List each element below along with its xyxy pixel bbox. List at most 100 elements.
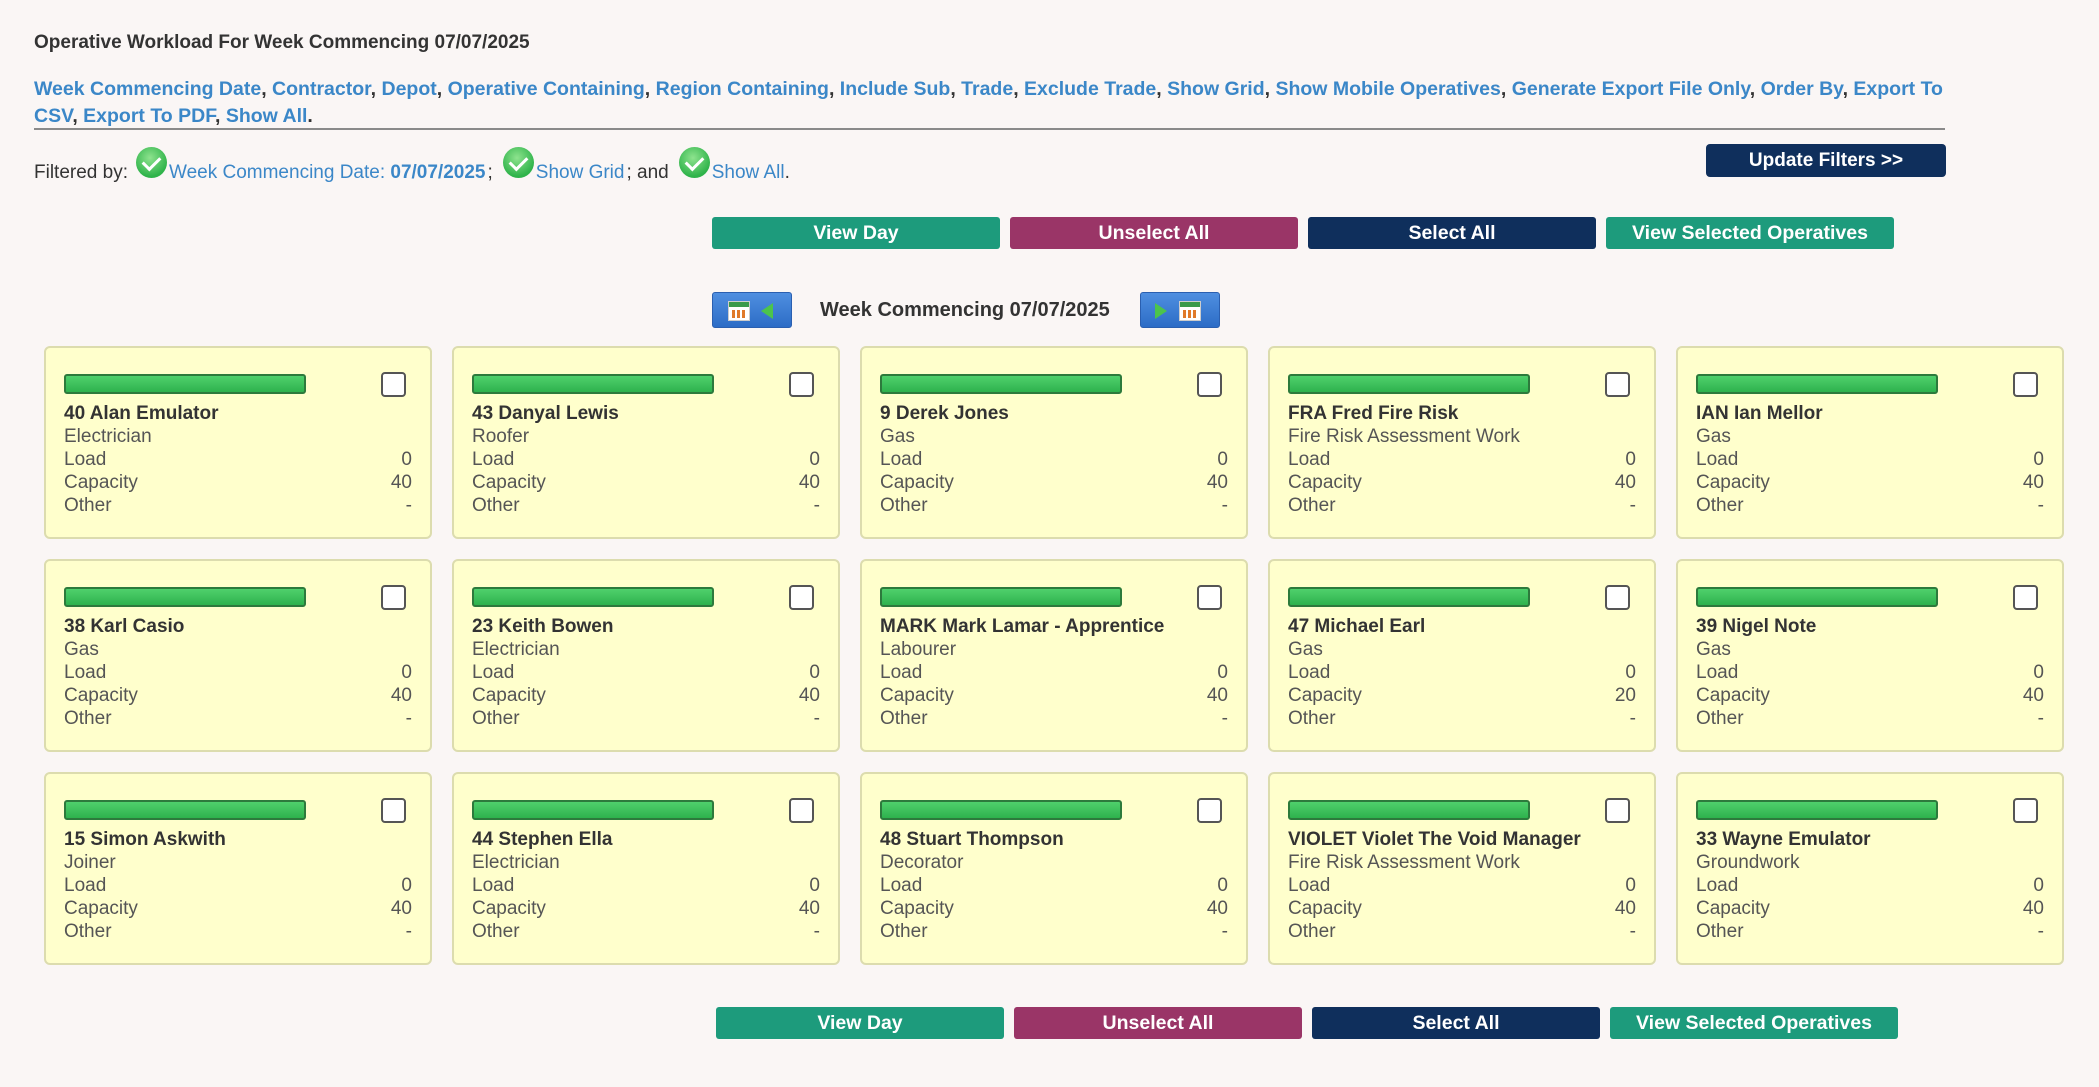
filter-link-generate-export-file-only[interactable]: Generate Export File Only	[1511, 78, 1750, 100]
capacity-value: 40	[390, 685, 412, 706]
capacity-value: 40	[2022, 898, 2044, 919]
workload-bar	[880, 374, 1122, 394]
filter-link-export-to-pdf[interactable]: Export To PDF	[83, 105, 215, 127]
other-label: Other	[64, 495, 112, 516]
filter-link-depot[interactable]: Depot	[381, 78, 437, 100]
filter-link-exclude-trade[interactable]: Exclude Trade	[1024, 78, 1157, 100]
filter-link-order-by[interactable]: Order By	[1760, 78, 1843, 100]
other-row: Other -	[880, 494, 1228, 517]
filtered-by-label: Filtered by:	[34, 162, 128, 183]
capacity-label: Capacity	[472, 685, 546, 706]
load-value: 0	[809, 875, 820, 896]
operative-card[interactable]: 43 Danyal Lewis Roofer Load 0 Capacity 40 Othe…	[452, 346, 840, 539]
view-day-button[interactable]: View Day	[712, 217, 1000, 249]
select-all-button[interactable]: Select All	[1312, 1007, 1600, 1039]
view-selected-operatives-button[interactable]: View Selected Operatives	[1606, 217, 1894, 249]
capacity-label: Capacity	[472, 472, 546, 493]
filter-link-trade[interactable]: Trade	[961, 78, 1014, 100]
select-checkbox[interactable]	[2013, 372, 2038, 397]
other-label: Other	[880, 495, 928, 516]
other-value: -	[2037, 708, 2044, 729]
workload-bar	[1696, 800, 1938, 820]
workload-bar	[1288, 800, 1530, 820]
load-row: Load 0	[1288, 448, 1636, 471]
load-label: Load	[880, 662, 923, 683]
filter-link-include-sub[interactable]: Include Sub	[839, 78, 951, 100]
select-checkbox[interactable]	[789, 798, 814, 823]
capacity-row: Capacity 40	[1696, 897, 2044, 920]
operative-card[interactable]: 9 Derek Jones Gas Load 0 Capacity 40 Other -	[860, 346, 1248, 539]
filter-show-grid-link[interactable]: Show Grid	[535, 162, 625, 183]
load-value: 0	[401, 875, 412, 896]
capacity-label: Capacity	[1288, 898, 1362, 919]
operative-card[interactable]: IAN Ian Mellor Gas Load 0 Capacity 40 Other -	[1676, 346, 2064, 539]
operative-card[interactable]: 47 Michael Earl Gas Load 0 Capacity 20 Other -	[1268, 559, 1656, 752]
capacity-value: 40	[798, 472, 820, 493]
load-label: Load	[1696, 662, 1739, 683]
select-checkbox[interactable]	[1197, 585, 1222, 610]
filter-show-all-link[interactable]: Show All	[711, 162, 785, 183]
select-checkbox[interactable]	[1197, 372, 1222, 397]
operative-card[interactable]: VIOLET Violet The Void Manager Fire Risk …	[1268, 772, 1656, 965]
filter-week-commencing-link[interactable]: Week Commencing Date: 07/07/2025	[169, 162, 486, 184]
filter-link-contractor[interactable]: Contractor	[272, 78, 371, 100]
filter-link-export-to-csv[interactable]: Export To CSV	[34, 78, 1943, 127]
select-checkbox[interactable]	[381, 798, 406, 823]
filter-link-region-containing[interactable]: Region Containing	[655, 78, 829, 100]
select-checkbox[interactable]	[2013, 798, 2038, 823]
select-checkbox[interactable]	[381, 372, 406, 397]
other-row: Other -	[880, 707, 1228, 730]
filter-link-operative-containing[interactable]: Operative Containing	[447, 78, 645, 100]
workload-bar	[64, 374, 306, 394]
load-label: Load	[1696, 449, 1739, 470]
operative-card[interactable]: 48 Stuart Thompson Decorator Load 0 Capacity…	[860, 772, 1248, 965]
select-checkbox[interactable]	[2013, 585, 2038, 610]
filter-link-show-grid[interactable]: Show Grid	[1167, 78, 1265, 100]
filter-link-show-all[interactable]: Show All	[225, 105, 308, 127]
operative-card[interactable]: 44 Stephen Ella Electrician Load 0 Capacity 4…	[452, 772, 840, 965]
operative-card[interactable]: 23 Keith Bowen Electrician Load 0 Capacity 40…	[452, 559, 840, 752]
other-row: Other -	[1288, 494, 1636, 517]
operative-card[interactable]: MARK Mark Lamar - Apprentice Labourer Load…	[860, 559, 1248, 752]
operative-card[interactable]: 39 Nigel Note Gas Load 0 Capacity 40 Other -	[1676, 559, 2064, 752]
update-filters-button[interactable]: Update Filters >>	[1706, 144, 1946, 177]
select-checkbox[interactable]	[1605, 798, 1630, 823]
select-checkbox[interactable]	[789, 585, 814, 610]
view-day-button[interactable]: View Day	[716, 1007, 1004, 1039]
other-row: Other -	[64, 920, 412, 943]
filter-link-week-commencing-date[interactable]: Week Commencing Date	[34, 78, 262, 100]
load-value: 0	[1217, 449, 1228, 470]
other-value: -	[1629, 495, 1636, 516]
other-row: Other -	[880, 920, 1228, 943]
operative-card[interactable]: 38 Karl Casio Gas Load 0 Capacity 40 Other -	[44, 559, 432, 752]
operative-card[interactable]: 15 Simon Askwith Joiner Load 0 Capacity 40 Oth…	[44, 772, 432, 965]
select-checkbox[interactable]	[789, 372, 814, 397]
select-all-button[interactable]: Select All	[1308, 217, 1596, 249]
select-checkbox[interactable]	[1197, 798, 1222, 823]
operative-card[interactable]: 33 Wayne Emulator Groundwork Load 0 Capacity…	[1676, 772, 2064, 965]
operative-name: 40 Alan Emulator	[64, 403, 219, 424]
select-checkbox[interactable]	[1605, 372, 1630, 397]
filter-week-label: Week Commencing Date:	[168, 162, 391, 183]
view-selected-operatives-button[interactable]: View Selected Operatives	[1610, 1007, 1898, 1039]
operative-card[interactable]: FRA Fred Fire Risk Fire Risk Assessment W…	[1268, 346, 1656, 539]
other-label: Other	[880, 921, 928, 942]
load-value: 0	[809, 662, 820, 683]
other-label: Other	[880, 708, 928, 729]
next-week-button[interactable]	[1140, 292, 1220, 328]
workload-bar	[1696, 587, 1938, 607]
capacity-label: Capacity	[472, 898, 546, 919]
workload-bar	[1288, 374, 1530, 394]
select-checkbox[interactable]	[381, 585, 406, 610]
unselect-all-button[interactable]: Unselect All	[1010, 217, 1298, 249]
unselect-all-button[interactable]: Unselect All	[1014, 1007, 1302, 1039]
operative-trade: Electrician	[472, 852, 560, 873]
capacity-label: Capacity	[1696, 472, 1770, 493]
workload-bar	[1696, 374, 1938, 394]
select-checkbox[interactable]	[1605, 585, 1630, 610]
filter-link-show-mobile-operatives[interactable]: Show Mobile Operatives	[1275, 78, 1501, 100]
other-value: -	[1629, 921, 1636, 942]
previous-week-button[interactable]	[712, 292, 792, 328]
capacity-value: 40	[1614, 472, 1636, 493]
operative-card[interactable]: 40 Alan Emulator Electrician Load 0 Capacity…	[44, 346, 432, 539]
